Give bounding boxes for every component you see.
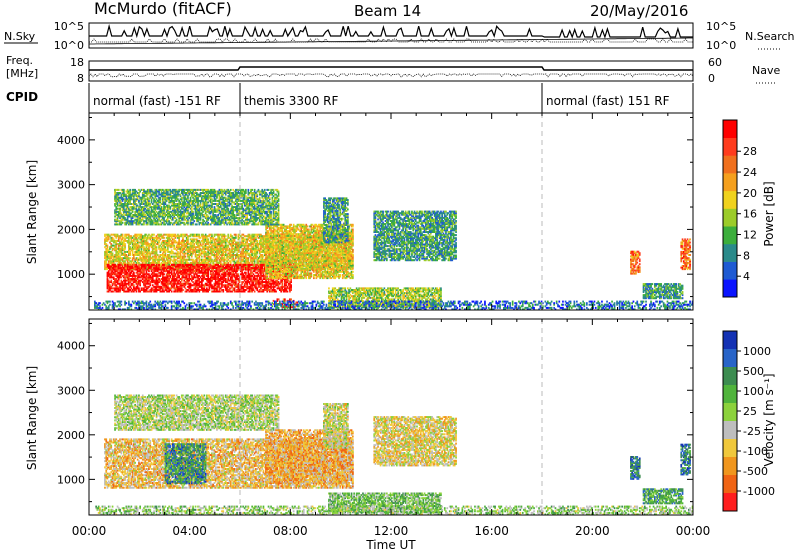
power-cell (138, 287, 140, 289)
cpid-segment-label: normal (fast) -151 RF (93, 94, 221, 108)
power-region (107, 264, 292, 293)
power-cell (235, 234, 237, 236)
nsky-tick-top: 10^5 (54, 20, 84, 33)
power-cell (207, 238, 209, 240)
power-cell (129, 257, 131, 259)
power-cell (163, 273, 165, 275)
beam-title: Beam 14 (354, 2, 421, 20)
power-cell (245, 272, 247, 274)
power-data (94, 113, 693, 310)
power-cell (158, 264, 160, 266)
nsearch-tick-bottom: 10^0 (706, 39, 736, 52)
power-cell (171, 291, 173, 293)
freq-label-line1: Freq. (6, 54, 33, 67)
nsky-label: N.Sky (4, 30, 36, 43)
power-cell (153, 234, 155, 236)
power-cell (156, 246, 158, 248)
power-cell (173, 245, 175, 247)
power-cell (163, 264, 165, 266)
power-cell (163, 237, 165, 239)
power-cell (133, 272, 135, 274)
power-cell (182, 289, 184, 291)
power-cell (253, 264, 255, 266)
power-cell (124, 243, 126, 245)
cpid-segment-label: normal (fast) 151 RF (546, 94, 670, 108)
nave-trace (89, 74, 693, 77)
power-cell (201, 256, 203, 258)
cpid-segment-label: themis 3300 RF (244, 94, 338, 108)
nave-label: Nave (752, 64, 780, 77)
power-cell (148, 270, 150, 272)
radar-title: McMurdo (fitACF) (94, 0, 232, 18)
power-cell (254, 291, 256, 293)
nsearch-label: N.Search (745, 30, 795, 43)
power-cell (112, 253, 114, 255)
freq-label-line2: [MHz] (6, 67, 38, 80)
power-cell (107, 245, 109, 247)
noise-baseline (89, 38, 693, 44)
freq-trace (89, 67, 693, 77)
nsky-trace (89, 26, 693, 37)
nsearch-trace (89, 39, 693, 42)
power-cell (185, 256, 187, 258)
power-cell (110, 280, 112, 282)
freq-tick-top: 18 (70, 56, 84, 69)
power-cell (225, 235, 227, 237)
nsearch-tick-top: 10^5 (706, 20, 736, 33)
power-cell (133, 284, 135, 286)
power-cell (222, 289, 224, 291)
nave-tick-bottom: 0 (708, 72, 715, 85)
power-cell (238, 273, 240, 275)
power-cell (199, 234, 201, 236)
fitacf-summary-plot: McMurdo (fitACF) Beam 14 20/May/2016 N.S… (0, 0, 800, 554)
freq-tick-bottom: 8 (77, 72, 84, 85)
frequency-trace (89, 67, 693, 70)
date-title: 20/May/2016 (590, 2, 688, 20)
power-cell (256, 240, 258, 242)
nave-tick-top: 60 (708, 56, 722, 69)
cpid-panel: normal (fast) -151 RF themis 3300 RF norma… (89, 83, 693, 113)
power-cell (227, 234, 229, 236)
cpid-label: CPID (6, 90, 38, 104)
nsky-tick-bottom: 10^0 (54, 39, 84, 52)
power-cell (211, 234, 213, 236)
freq-panel (89, 61, 693, 81)
noise-trace (89, 26, 693, 44)
power-cell (122, 234, 124, 236)
